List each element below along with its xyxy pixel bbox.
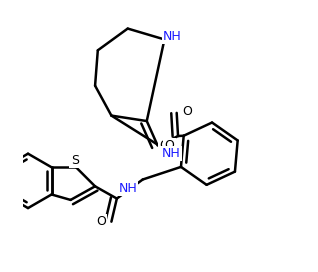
Text: NH: NH: [163, 30, 182, 43]
Text: NH: NH: [119, 182, 137, 195]
Text: S: S: [71, 154, 79, 167]
Text: NH: NH: [162, 147, 181, 160]
Text: O: O: [96, 215, 106, 228]
Text: O: O: [160, 139, 169, 152]
Text: O: O: [164, 139, 174, 152]
Text: O: O: [182, 105, 192, 118]
